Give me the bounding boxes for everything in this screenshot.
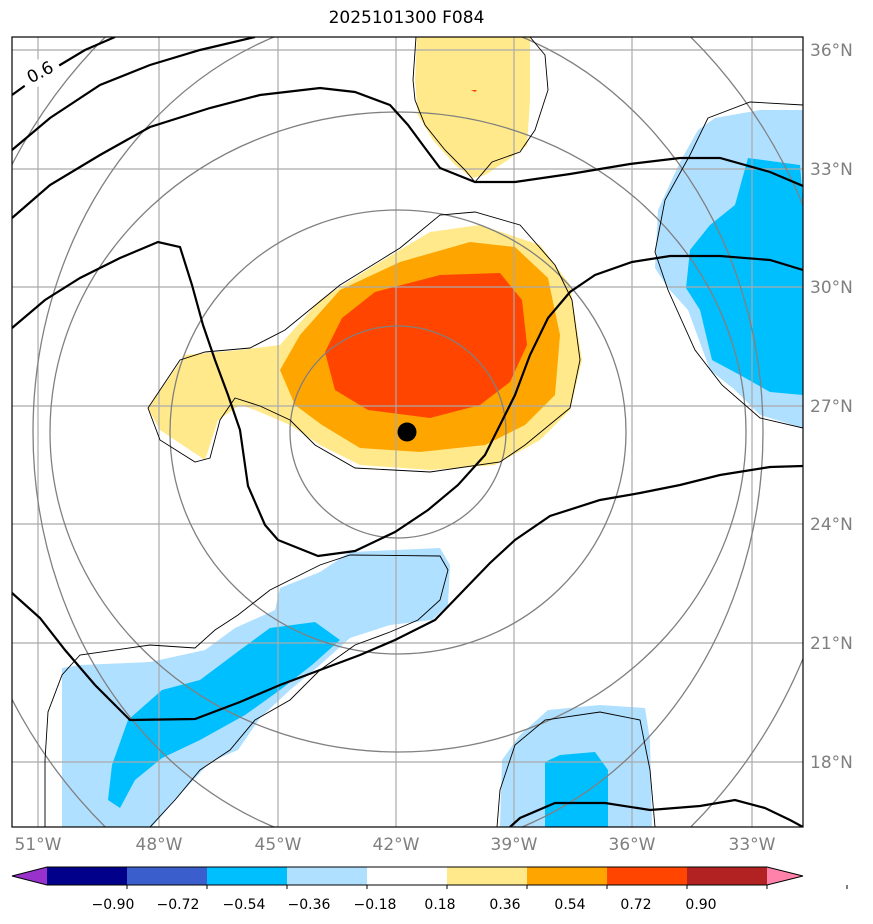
map-plot-area: 0.6 [12, 37, 803, 827]
colorbar-segment [527, 867, 608, 885]
lat-label: 18°N [810, 753, 853, 773]
colorbar-segment [607, 867, 688, 885]
contour-line [12, 37, 256, 151]
contour-line [12, 464, 803, 722]
lat-label: 24°N [810, 515, 853, 535]
contour-line [509, 798, 803, 827]
shade-dot [471, 90, 477, 92]
colorbar-segment [367, 867, 448, 885]
lon-label: 45°W [255, 835, 302, 855]
colorbar-tick-label: 0.18 [424, 897, 455, 913]
colorbar-tick-labels: −0.90 −0.72 −0.54 −0.36 −0.18 0.18 0.36 … [92, 897, 717, 913]
shade-red [325, 273, 527, 418]
colorbar-tick-label: 0.54 [554, 897, 585, 913]
colorbar-segment [127, 867, 208, 885]
lat-label: 30°N [810, 278, 853, 298]
lon-label: 36°W [609, 835, 656, 855]
shade-yellow-north [415, 37, 530, 178]
colorbar [11, 866, 848, 889]
contour-line [12, 240, 803, 558]
anomaly-contour-outlines [44, 37, 803, 827]
lat-label: 27°N [810, 397, 853, 417]
colorbar-tick-label: −0.72 [157, 897, 200, 913]
lat-label: 36°N [810, 41, 853, 61]
storm-center-marker [397, 422, 417, 442]
latitude-labels: 36°N 33°N 30°N 27°N 24°N 21°N 18°N [810, 41, 853, 773]
map-title: 2025101300 F084 [328, 8, 485, 28]
colorbar-tick-label: 0.90 [685, 897, 716, 913]
colorbar-segment [47, 867, 128, 885]
colorbar-tick-label: −0.18 [354, 897, 397, 913]
colorbar-segment [287, 867, 368, 885]
colorbar-tick-label: −0.54 [223, 897, 266, 913]
map-frame [11, 36, 804, 828]
lat-label: 33°N [810, 160, 853, 180]
contour-line [12, 37, 116, 96]
graticule [12, 37, 803, 827]
colorbar-tick-label: 0.36 [489, 897, 520, 913]
lon-label: 42°W [373, 835, 420, 855]
shade-blue-east [686, 158, 803, 395]
contour-line [12, 86, 803, 219]
colorbar-segment [207, 867, 288, 885]
colorbar-segment [447, 867, 528, 885]
thick-contours [12, 37, 803, 827]
shade-blue-sw [108, 622, 340, 808]
colorbar-tick-label: −0.90 [92, 897, 135, 913]
range-rings [12, 37, 803, 827]
colorbar-tick-label: −0.36 [288, 897, 331, 913]
shade-blue-s [545, 752, 608, 827]
lon-label: 51°W [15, 835, 62, 855]
colorbar-extend-low [12, 867, 47, 885]
lat-label: 21°N [810, 634, 853, 654]
colorbar-tick-label: 0.72 [620, 897, 651, 913]
colorbar-extend-high [767, 867, 803, 885]
positive-anomaly-shading [148, 37, 582, 470]
longitude-labels: 51°W 48°W 45°W 42°W 39°W 36°W 33°W [15, 835, 776, 855]
lon-label: 33°W [729, 835, 776, 855]
colorbar-outline [11, 866, 804, 886]
lon-label: 48°W [136, 835, 183, 855]
lon-label: 39°W [491, 835, 538, 855]
colorbar-segment [687, 867, 768, 885]
